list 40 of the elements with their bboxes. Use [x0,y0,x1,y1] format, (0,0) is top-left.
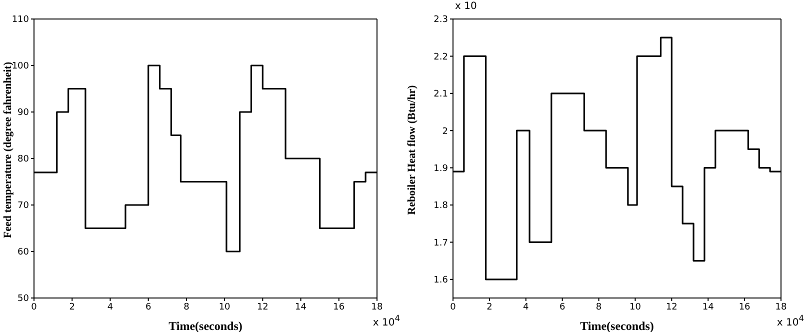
x-tick-label: 2 [69,302,75,312]
x-tick-label: 12 [666,302,678,312]
y-axis-title: Feed temperature (degree fahrenheit) [2,62,14,238]
x-tick-label: 18 [371,302,383,312]
x-tick-label: 0 [31,302,38,312]
text: x 10$^{4}$ [776,312,804,328]
y-tick-label: 110 [12,15,30,26]
x-tick-label: 10 [629,302,642,312]
y-tick-label: 70 [18,201,30,212]
x-tick-label: 10 [218,302,231,312]
x-tick-label: 12 [256,302,268,312]
y-axis-title: Reboiler Heat flow (Btu/hr) [406,85,418,215]
x-tick-label: 6 [145,302,152,312]
y-tick-label: 1.7 [434,238,448,248]
y-tick-label: 1.9 [434,164,448,174]
x-tick-label: 4 [107,302,114,312]
y-tick-label: 2 [442,126,448,137]
y-tick-label: 2.1 [434,90,448,100]
x-tick-label: 8 [184,302,190,312]
y-tick-label: 2.2 [434,52,448,62]
x-tick-label: 2 [486,302,492,312]
y-tick-label: 100 [12,62,30,72]
x-tick-label: 18 [775,302,787,312]
y-tick-label: 90 [18,108,30,118]
y-tick-label: 60 [18,248,30,258]
y-tick-label: 50 [18,294,30,304]
x-tick-label: 8 [596,302,602,312]
x-tick-label: 14 [702,302,714,312]
text: x 10 [455,1,477,12]
y-tick-label: 1.6 [434,276,448,286]
x-tick-label: 6 [559,302,566,312]
text: x 10$^{4}$ [372,312,400,328]
x-tick-label: 0 [450,302,456,312]
x-tick-label: 16 [333,302,345,312]
x-tick-label: 14 [295,302,307,312]
y-tick-label: 1.8 [434,201,448,212]
y-tick-label: 80 [18,154,30,165]
x-tick-label: 16 [738,302,751,312]
y-tick-label: 2.3 [434,15,448,26]
x-tick-label: 4 [523,302,530,312]
